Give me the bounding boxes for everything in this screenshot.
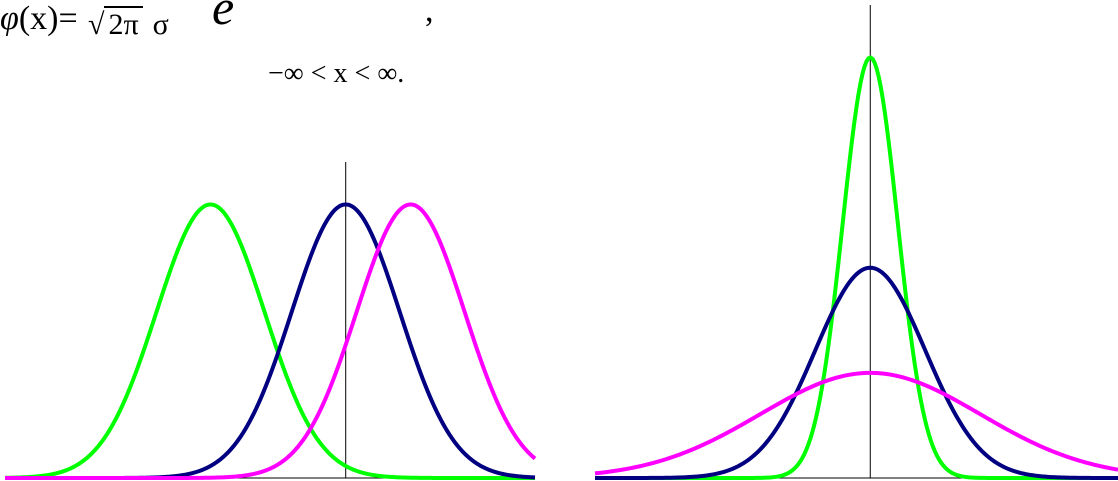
series-line-1-2 [5, 202, 536, 480]
formula-comma: , [425, 0, 434, 29]
sqrt-sign: √ [88, 8, 105, 41]
formula-arg: (x)= [18, 0, 78, 37]
sigma-symbol: σ [152, 8, 169, 41]
formula-lhs: φ(x)= [0, 0, 78, 38]
formula-phi: φ [0, 0, 19, 37]
series-line-1-1 [4, 202, 535, 480]
formula-denominator: √ 2π σ [88, 6, 169, 42]
formula-domain: −∞ < x < ∞. [268, 58, 405, 89]
density-formula: φ(x)= √ 2π σ e , −∞ < x < ∞. [0, 0, 520, 110]
series-line-2-1 [595, 55, 1118, 480]
exp-base: e [212, 0, 235, 35]
series-line-1-3 [5, 202, 537, 480]
series-line-2-2 [595, 265, 1118, 480]
sqrt-radicand: 2π [104, 6, 143, 42]
series-line-2-3 [594, 370, 1118, 476]
